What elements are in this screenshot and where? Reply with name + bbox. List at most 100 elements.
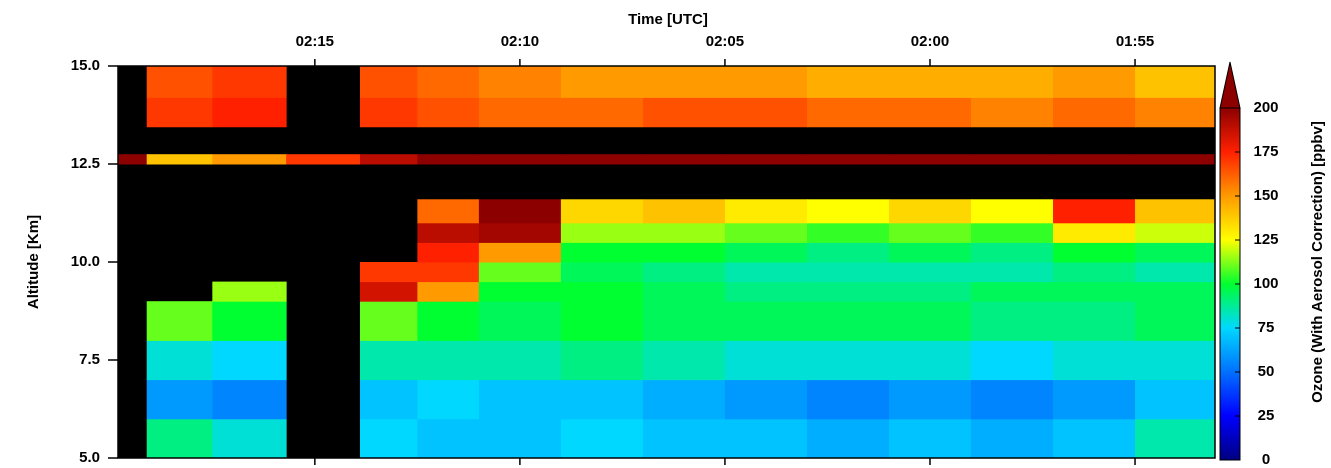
- heatmap-cell: [807, 199, 890, 223]
- heatmap-cell: [360, 262, 418, 282]
- heatmap-cell: [1053, 66, 1136, 98]
- heatmap-cell: [479, 419, 562, 459]
- heatmap-cell: [417, 301, 479, 341]
- heatmap-cell: [417, 97, 479, 127]
- heatmap-cell: [643, 97, 726, 127]
- heatmap-cell: [1135, 223, 1215, 243]
- colorbar-tick-label: 150: [1253, 187, 1278, 204]
- heatmap-cell: [807, 97, 890, 127]
- x-tick-label: 01:55: [1116, 33, 1154, 50]
- heatmap-cell: [1135, 97, 1215, 127]
- colorbar-tick-label: 125: [1253, 231, 1278, 248]
- heatmap-cell: [971, 301, 1054, 341]
- heatmap-cell: [725, 340, 808, 380]
- heatmap-cell: [1053, 223, 1136, 243]
- heatmap-cell: [147, 380, 213, 420]
- heatmap-cell: [561, 223, 644, 243]
- heatmap-cell: [417, 199, 479, 223]
- heatmap-cell: [971, 154, 1054, 164]
- heatmap-cell: [971, 282, 1054, 302]
- heatmap-cell: [212, 301, 286, 341]
- x-tick-label: 02:10: [501, 33, 539, 50]
- heatmap-cell: [479, 301, 562, 341]
- heatmap-cell: [889, 340, 972, 380]
- heatmap-cell: [643, 223, 726, 243]
- heatmap-cell: [561, 97, 644, 127]
- colorbar-title: Ozone (With Aerosol Correction) [ppbv]: [1309, 121, 1326, 403]
- heatmap-cell: [889, 301, 972, 341]
- heatmap-cell: [643, 282, 726, 302]
- heatmap-cell: [1053, 97, 1136, 127]
- y-tick-label: 5.0: [79, 449, 100, 466]
- colorbar-tick-label: 75: [1258, 319, 1275, 336]
- heatmap-cell: [147, 66, 213, 98]
- heatmap-cell: [147, 154, 213, 164]
- heatmap-cell: [360, 419, 418, 459]
- heatmap-cell: [212, 282, 286, 302]
- heatmap-cell: [417, 419, 479, 459]
- heatmap-cell: [971, 66, 1054, 98]
- heatmap-cell: [417, 242, 479, 262]
- heatmap-cell: [725, 262, 808, 282]
- heatmap-cell: [417, 262, 479, 282]
- heatmap-cell: [118, 154, 147, 164]
- heatmap-cell: [1135, 199, 1215, 223]
- heatmap-cell: [561, 154, 644, 164]
- heatmap-cell: [561, 262, 644, 282]
- heatmap-cell: [212, 154, 286, 164]
- heatmap-cell: [807, 66, 890, 98]
- heatmap-cell: [889, 282, 972, 302]
- heatmap-cell: [971, 380, 1054, 420]
- heatmap-cell: [212, 66, 286, 98]
- y-tick-label: 7.5: [79, 351, 100, 368]
- y-axis-title: Altitude [Km]: [25, 215, 42, 309]
- heatmap-cell: [971, 223, 1054, 243]
- heatmap-cell: [889, 199, 972, 223]
- heatmap-cell: [725, 199, 808, 223]
- heatmap-cell: [479, 380, 562, 420]
- heatmap-cell: [1053, 262, 1136, 282]
- heatmap-cell: [479, 199, 562, 223]
- heatmap-cell: [360, 282, 418, 302]
- heatmap-cell: [889, 223, 972, 243]
- heatmap-cell: [479, 223, 562, 243]
- heatmap-cell: [212, 97, 286, 127]
- heatmap-cell: [147, 301, 213, 341]
- heatmap-cell: [1135, 262, 1215, 282]
- heatmap-cell: [147, 419, 213, 459]
- heatmap-cell: [360, 154, 418, 164]
- heatmap-cell: [807, 154, 890, 164]
- heatmap-cell: [1135, 242, 1215, 262]
- heatmap-cell: [1053, 380, 1136, 420]
- heatmap-cell: [360, 66, 418, 98]
- x-axis-title: Time [UTC]: [628, 11, 708, 28]
- heatmap-cell: [971, 262, 1054, 282]
- heatmap-cell: [889, 380, 972, 420]
- heatmap-cell: [643, 66, 726, 98]
- heatmap-cell: [1053, 154, 1136, 164]
- heatmap-cell: [807, 380, 890, 420]
- heatmap-cell: [360, 97, 418, 127]
- heatmap-cell: [561, 66, 644, 98]
- heatmap-cell: [807, 301, 890, 341]
- heatmap-cell: [725, 380, 808, 420]
- x-tick-label: 02:00: [911, 33, 949, 50]
- heatmap-cell: [479, 242, 562, 262]
- heatmap-cell: [807, 223, 890, 243]
- heatmap-cell: [561, 380, 644, 420]
- heatmap-cell: [643, 419, 726, 459]
- heatmap-cell: [725, 419, 808, 459]
- heatmap-cell: [1053, 199, 1136, 223]
- heatmap-cell: [807, 242, 890, 262]
- heatmap-cell: [417, 154, 479, 164]
- heatmap-cell: [360, 340, 418, 380]
- heatmap-cell: [1053, 419, 1136, 459]
- heatmap-cell: [479, 154, 562, 164]
- heatmap-cell: [561, 242, 644, 262]
- heatmap-cell: [1135, 66, 1215, 98]
- heatmap-cell: [417, 223, 479, 243]
- heatmap-cell: [561, 282, 644, 302]
- heatmap-cell: [889, 262, 972, 282]
- heatmap-cell: [807, 262, 890, 282]
